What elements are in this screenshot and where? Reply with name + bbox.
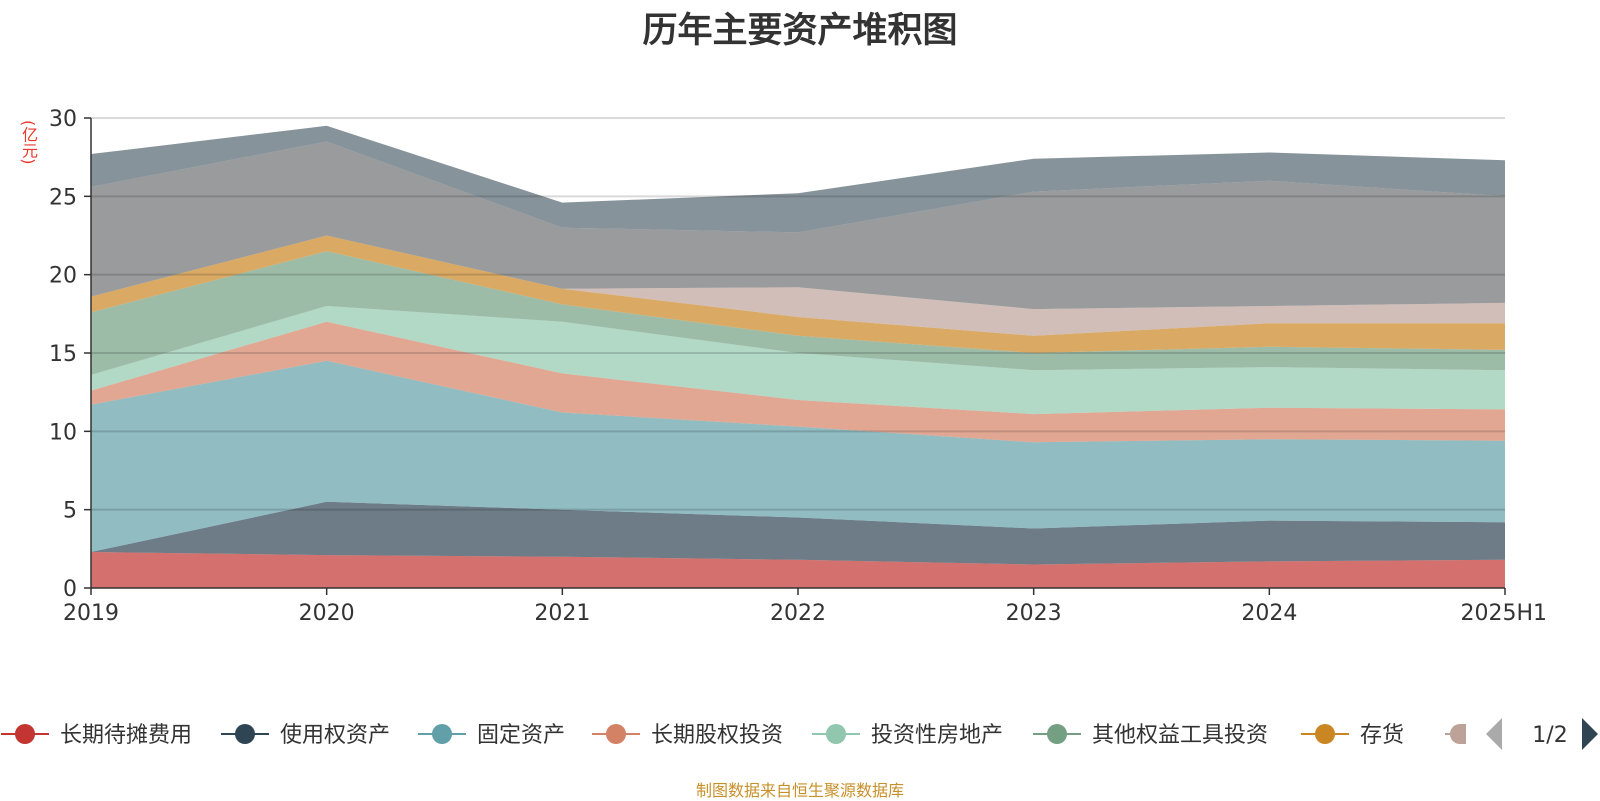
legend-item[interactable]: 存货 <box>1301 723 1404 748</box>
x-tick-label: 2024 <box>1241 601 1297 626</box>
area-series-9 <box>91 125 1505 233</box>
y-tick-label: 5 <box>63 499 77 524</box>
legend-marker <box>1450 724 1466 744</box>
chart-axes: 0 5 10 15 20 25 30 2019 2020 2021 2022 2023 2024 2025… <box>49 107 1547 626</box>
legend-item[interactable]: 使用权资产 <box>221 723 390 748</box>
legend-item-partial[interactable] <box>1445 724 1466 744</box>
legend-marker <box>1315 724 1335 744</box>
legend-label: 固定资产 <box>477 723 565 748</box>
x-tick-label: 2020 <box>299 601 355 626</box>
area-series-5 <box>91 251 1505 375</box>
legend-marker <box>1047 724 1067 744</box>
legend-marker <box>606 724 626 744</box>
y-tick-label: 15 <box>49 342 77 367</box>
y-tick-label: 25 <box>49 185 77 210</box>
legend-item[interactable]: 长期股权投资 <box>592 723 783 748</box>
x-tick-label: 2022 <box>770 601 826 626</box>
legend-item[interactable]: 其他权益工具投资 <box>1033 723 1268 748</box>
area-series-0 <box>91 552 1505 588</box>
x-tick-label: 2019 <box>63 601 119 626</box>
chart-title: 历年主要资产堆积图 <box>642 11 958 51</box>
legend-label: 长期股权投资 <box>651 723 783 748</box>
legend-item[interactable]: 长期待摊费用 <box>1 723 192 748</box>
legend-prev-arrow-icon[interactable] <box>1486 718 1502 750</box>
area-series-2 <box>91 360 1505 552</box>
legend-marker <box>235 724 255 744</box>
chart-areas <box>91 125 1505 588</box>
area-series-3 <box>91 321 1505 443</box>
legend: 长期待摊费用 使用权资产 固定资产 长期股权投资 投资性房地产 其他权益工具投资 存货 1/2 <box>1 718 1598 750</box>
area-series-6 <box>91 235 1505 353</box>
source-note: 制图数据来自恒生聚源数据库 <box>695 781 904 800</box>
x-tick-label: 2021 <box>534 601 590 626</box>
y-tick-label: 20 <box>49 264 77 289</box>
legend-label: 其他权益工具投资 <box>1092 723 1268 748</box>
y-tick-label: 0 <box>63 577 77 602</box>
legend-label: 长期待摊费用 <box>60 723 192 748</box>
legend-label: 存货 <box>1360 723 1404 748</box>
area-series-8 <box>91 141 1505 310</box>
y-tick-label: 30 <box>49 107 77 132</box>
chart-gridlines <box>91 117 1505 511</box>
area-series-4 <box>91 306 1505 415</box>
legend-marker <box>15 724 35 744</box>
legend-page-indicator: 1/2 <box>1532 723 1567 748</box>
legend-item[interactable]: 固定资产 <box>418 723 565 748</box>
legend-marker <box>826 724 846 744</box>
area-series-1 <box>91 501 1505 565</box>
legend-label: 投资性房地产 <box>871 723 1003 748</box>
x-tick-label: 2023 <box>1006 601 1062 626</box>
legend-label: 使用权资产 <box>280 723 390 748</box>
y-tick-label: 10 <box>49 420 77 445</box>
legend-next-arrow-icon[interactable] <box>1582 718 1598 750</box>
y-axis-unit: (亿元) <box>19 120 38 165</box>
area-series-7 <box>91 235 1505 336</box>
legend-item[interactable]: 投资性房地产 <box>812 723 1003 748</box>
x-tick-label: 2025H1 <box>1460 601 1547 626</box>
legend-marker <box>432 724 452 744</box>
